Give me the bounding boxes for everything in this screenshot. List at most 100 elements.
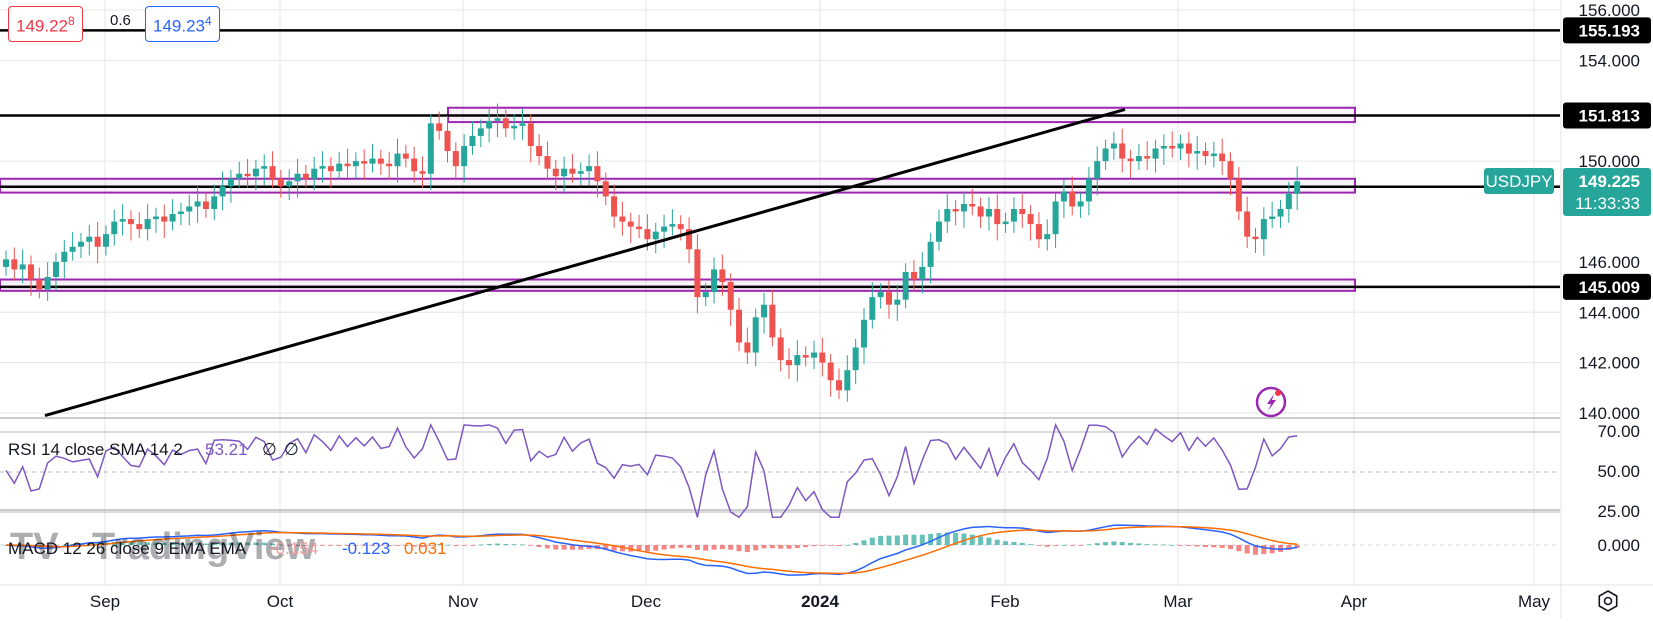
macd-pane (0, 524, 1560, 576)
macd-hist-bar (1028, 544, 1034, 545)
macd-legend-name: MACD 12 26 close 9 EMA EMA (8, 539, 247, 558)
candle-body (111, 221, 118, 235)
time-label-nov: Nov (448, 592, 479, 611)
candle-body (935, 221, 942, 242)
candle-body (527, 123, 534, 147)
time-axis[interactable]: Sep Oct Nov Dec 2024 Feb Mar Apr May (90, 592, 1551, 611)
candle-body (994, 208, 1001, 225)
gear-icon[interactable] (1598, 590, 1618, 612)
candle-body (944, 208, 951, 222)
candle-body (761, 304, 768, 318)
candle-body (786, 360, 793, 366)
candle-body (1185, 143, 1192, 154)
macd-hist-bar (869, 537, 875, 545)
candle-body (877, 292, 884, 298)
macd-hist-bar (494, 543, 500, 545)
macd-hist-bar (503, 543, 509, 545)
candle-body (77, 241, 84, 247)
candle-body (1010, 208, 1017, 222)
macd-hist-bar (478, 544, 484, 546)
bar-countdown: 11:33:33 (1575, 194, 1640, 213)
macd-hist-bar (270, 543, 276, 545)
macd-hist-bar (703, 545, 709, 551)
macd-hist-bar (544, 545, 550, 549)
macd-hist-bar (1236, 545, 1242, 552)
macd-hist-bar (469, 545, 475, 546)
macd-hist-bar (578, 545, 584, 550)
macd-hist-bar (120, 541, 126, 545)
buy-button[interactable]: 149.234 (145, 6, 220, 42)
macd-hist-bar (611, 545, 617, 551)
rsi-axis: 70.00 50.00 25.00 (1597, 422, 1640, 521)
macd-hist-bar (411, 545, 417, 547)
candle-body (819, 352, 826, 363)
macd-hist-bar (220, 543, 226, 545)
price-zone (0, 278, 1356, 292)
tradingview-logo-icon: TV (10, 526, 59, 568)
candle-body (794, 355, 801, 366)
macd-hist-bar (1194, 545, 1200, 547)
macd-hist-bar (345, 545, 351, 546)
candle-body (519, 123, 526, 126)
candle-body (910, 271, 917, 280)
macd-hist-bar (761, 545, 767, 549)
macd-hist-bar (178, 543, 184, 545)
candle-body (1269, 216, 1276, 220)
level-label-bg (1563, 17, 1651, 44)
macd-hist-bar (1228, 545, 1234, 550)
macd-hist-bar (486, 543, 492, 545)
price-tick-label: 146.000 (1579, 253, 1640, 272)
candle-body (860, 319, 867, 348)
macd-hist-bar (978, 536, 984, 545)
rsi-legend[interactable]: RSI 14 close SMA 14 2 53.21 ∅ ∅ (8, 440, 299, 459)
macd-hist-bar (719, 545, 725, 550)
time-label-oct: Oct (267, 592, 294, 611)
macd-hist-bar (1019, 542, 1025, 545)
candle-body (1060, 191, 1067, 202)
candle-body (144, 219, 151, 230)
price-tick-label: 140.000 (1579, 404, 1640, 423)
candle-body (152, 216, 159, 220)
candle-body (161, 216, 168, 222)
candle-body (27, 264, 34, 280)
macd-hist-bar (844, 544, 850, 546)
macd-hist-bar (1094, 543, 1100, 545)
macd-hist-bar (1103, 542, 1109, 545)
macd-hist-bar (653, 545, 659, 551)
macd-legend[interactable]: MACD 12 26 close 9 EMA EMA -0.154 -0.123… (8, 539, 447, 558)
candle-body (269, 166, 276, 179)
macd-hist-bar (1136, 543, 1142, 545)
macd-hist-bar (195, 543, 201, 545)
candle-body (1002, 221, 1009, 225)
candle-body (852, 347, 859, 371)
candle-body (11, 259, 18, 270)
candle-body (1202, 151, 1209, 157)
candle-body (694, 249, 701, 298)
candle-body (744, 342, 751, 353)
candle-body (644, 229, 651, 240)
time-label-may: May (1518, 592, 1551, 611)
support-resistance-zones[interactable] (0, 106, 1356, 292)
macd-hist-bar (70, 543, 76, 545)
candle-body (327, 166, 334, 172)
macd-hist-bar (828, 545, 834, 546)
macd-tick-0: 0.000 (1597, 536, 1640, 555)
sell-button[interactable]: 149.228 (8, 6, 83, 42)
candle-body (1244, 211, 1251, 237)
candle-body (577, 171, 584, 174)
macd-hist-bar (919, 534, 925, 545)
candle-body (802, 355, 809, 358)
candle-body (960, 203, 967, 212)
candle-body (1152, 148, 1159, 159)
candle-body (461, 146, 468, 167)
candle-body (711, 269, 718, 293)
macd-hist-bar (894, 535, 900, 545)
price-axis[interactable]: 156.000 154.000 150.000 146.000 144.000 142.0… (1579, 1, 1640, 423)
macd-hist-bar (420, 545, 425, 548)
macd-hist-bar (1078, 545, 1084, 546)
lightning-icon[interactable] (1255, 386, 1287, 418)
macd-hist-bar (1178, 545, 1184, 546)
trendline[interactable] (44, 108, 1126, 417)
macd-hist-bar (603, 545, 609, 550)
